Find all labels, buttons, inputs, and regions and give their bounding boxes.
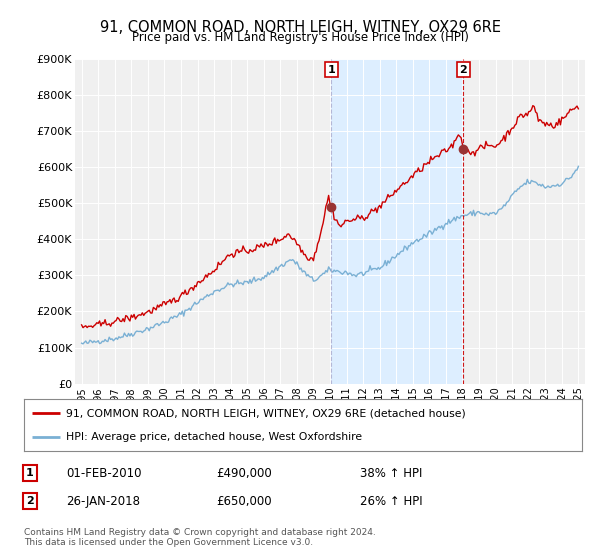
Text: Contains HM Land Registry data © Crown copyright and database right 2024.
This d: Contains HM Land Registry data © Crown c… <box>24 528 376 547</box>
Text: 26-JAN-2018: 26-JAN-2018 <box>66 494 140 508</box>
Text: HPI: Average price, detached house, West Oxfordshire: HPI: Average price, detached house, West… <box>66 432 362 442</box>
Text: £490,000: £490,000 <box>216 466 272 480</box>
Text: 01-FEB-2010: 01-FEB-2010 <box>66 466 142 480</box>
Text: 38% ↑ HPI: 38% ↑ HPI <box>360 466 422 480</box>
Text: 1: 1 <box>328 64 335 74</box>
Text: 26% ↑ HPI: 26% ↑ HPI <box>360 494 422 508</box>
Text: 2: 2 <box>460 64 467 74</box>
Text: 2: 2 <box>26 496 34 506</box>
Text: 91, COMMON ROAD, NORTH LEIGH, WITNEY, OX29 6RE: 91, COMMON ROAD, NORTH LEIGH, WITNEY, OX… <box>100 20 500 35</box>
Text: Price paid vs. HM Land Registry's House Price Index (HPI): Price paid vs. HM Land Registry's House … <box>131 31 469 44</box>
Bar <box>331 59 463 384</box>
Text: £650,000: £650,000 <box>216 494 272 508</box>
Text: 91, COMMON ROAD, NORTH LEIGH, WITNEY, OX29 6RE (detached house): 91, COMMON ROAD, NORTH LEIGH, WITNEY, OX… <box>66 408 466 418</box>
Text: 1: 1 <box>26 468 34 478</box>
